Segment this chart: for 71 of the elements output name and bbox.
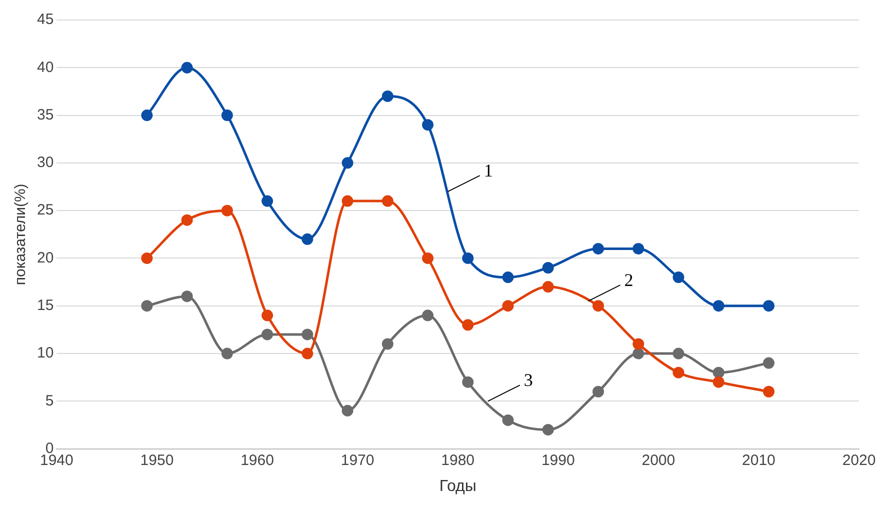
point bbox=[632, 348, 644, 360]
point bbox=[592, 300, 604, 312]
point bbox=[542, 262, 554, 274]
y-tick-label: 20 bbox=[36, 249, 54, 266]
point bbox=[542, 424, 554, 436]
point bbox=[712, 366, 724, 378]
point bbox=[342, 404, 354, 416]
x-tick-label: 1970 bbox=[340, 452, 374, 469]
y-tick-label: 15 bbox=[36, 297, 54, 314]
point bbox=[462, 252, 474, 264]
y-tick-label: 30 bbox=[36, 154, 54, 172]
point bbox=[712, 376, 724, 388]
x-tick-label: 1940 bbox=[40, 452, 74, 469]
point bbox=[141, 110, 153, 122]
y-tick-label: 35 bbox=[36, 106, 54, 124]
point bbox=[221, 348, 233, 360]
point bbox=[462, 319, 474, 331]
point bbox=[672, 272, 684, 284]
y-tick-label: 45 bbox=[36, 11, 54, 28]
point bbox=[181, 62, 193, 74]
annotation: 2 bbox=[624, 270, 634, 290]
point bbox=[762, 386, 774, 398]
point bbox=[502, 300, 514, 312]
y-axis-title: показатели(%) bbox=[12, 184, 30, 286]
point bbox=[262, 328, 274, 340]
x-tick-label: 1980 bbox=[441, 452, 475, 469]
point bbox=[632, 242, 644, 254]
annotation: 3 bbox=[524, 370, 533, 390]
point bbox=[422, 310, 434, 322]
y-tick-label: 10 bbox=[36, 344, 54, 362]
y-tick-label: 5 bbox=[45, 392, 54, 410]
point bbox=[181, 214, 193, 226]
point bbox=[262, 195, 274, 207]
point bbox=[632, 338, 644, 350]
point bbox=[382, 195, 394, 207]
point bbox=[221, 110, 233, 122]
y-tick-label: 40 bbox=[36, 58, 54, 76]
point bbox=[462, 376, 474, 388]
point bbox=[672, 366, 684, 378]
point bbox=[592, 386, 604, 398]
point bbox=[302, 233, 314, 245]
point bbox=[422, 119, 434, 131]
x-tick-label: 1950 bbox=[140, 452, 174, 469]
x-tick-label: 2020 bbox=[842, 452, 876, 469]
point bbox=[382, 90, 394, 102]
x-tick-label: 2000 bbox=[642, 452, 676, 469]
point bbox=[422, 252, 434, 264]
point bbox=[302, 348, 314, 360]
point bbox=[762, 300, 774, 312]
x-tick-label: 2010 bbox=[742, 452, 776, 469]
point bbox=[502, 272, 514, 284]
point bbox=[342, 157, 354, 169]
point bbox=[712, 300, 724, 312]
x-axis-title: Годы bbox=[439, 478, 476, 495]
point bbox=[762, 357, 774, 369]
point bbox=[262, 310, 274, 322]
point bbox=[592, 242, 604, 254]
point bbox=[181, 290, 193, 302]
x-tick-label: 1960 bbox=[240, 452, 274, 469]
point bbox=[672, 348, 684, 360]
y-tick-label: 25 bbox=[36, 202, 54, 219]
point bbox=[221, 204, 233, 216]
point bbox=[502, 414, 514, 426]
point bbox=[141, 252, 153, 264]
point bbox=[302, 328, 314, 340]
point bbox=[382, 338, 394, 350]
point bbox=[141, 300, 153, 312]
point bbox=[542, 281, 554, 293]
x-tick-label: 1990 bbox=[541, 452, 575, 469]
point bbox=[342, 195, 354, 207]
annotation: 1 bbox=[484, 160, 493, 180]
